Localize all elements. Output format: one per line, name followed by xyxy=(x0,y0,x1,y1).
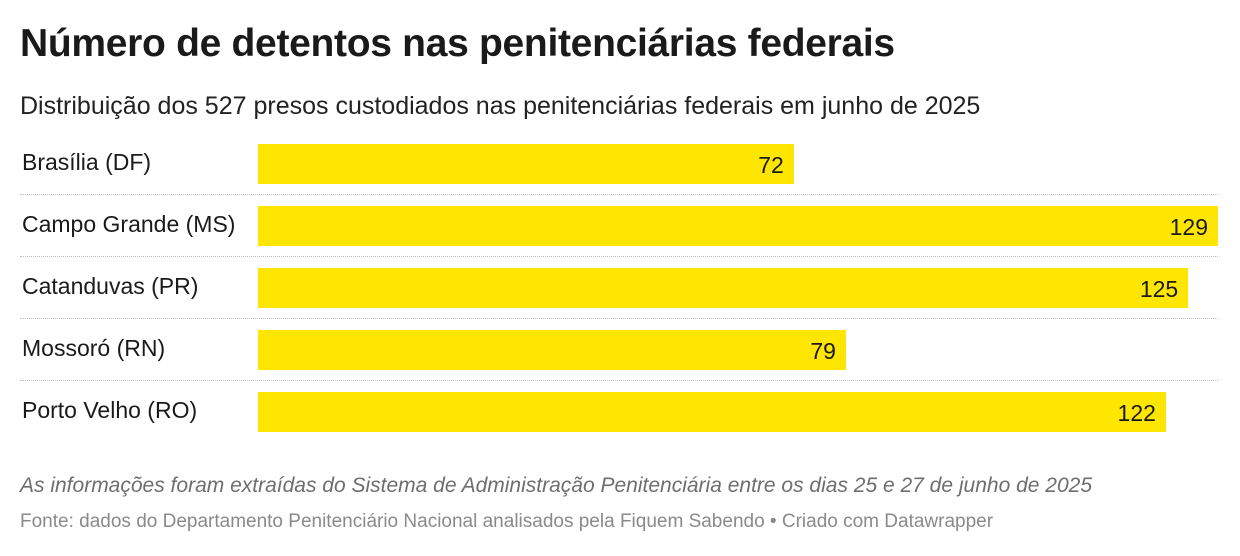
bar-chart: Brasília (DF) 72 Campo Grande (MS) 129 Catan… xyxy=(0,140,1240,440)
bar-row: Mossoró (RN) 79 xyxy=(20,326,1218,388)
row-separator xyxy=(20,318,1218,319)
bar: 125 xyxy=(258,268,1189,308)
bar-value-label: 129 xyxy=(1169,214,1208,240)
bar-value-label: 79 xyxy=(810,338,836,364)
bar-category-label: Mossoró (RN) xyxy=(22,335,166,361)
row-separator xyxy=(20,380,1218,381)
bar-category-label: Brasília (DF) xyxy=(22,149,152,175)
bar-row: Porto Velho (RO) 122 xyxy=(20,388,1218,450)
chart-title: Número de detentos nas penitenciárias fe… xyxy=(20,22,895,65)
bar-value-label: 72 xyxy=(758,152,784,178)
bar-row: Brasília (DF) 72 xyxy=(20,140,1218,202)
chart-notes: As informações foram extraídas do Sistem… xyxy=(20,474,1093,497)
bar-category-label: Campo Grande (MS) xyxy=(22,211,236,237)
bar: 122 xyxy=(258,392,1166,432)
row-separator xyxy=(20,256,1218,257)
bar: 79 xyxy=(258,330,846,370)
bar-row: Catanduvas (PR) 125 xyxy=(20,264,1218,326)
chart-subtitle: Distribuição dos 527 presos custodiados … xyxy=(20,92,981,120)
row-separator xyxy=(20,194,1218,195)
bar: 129 xyxy=(258,206,1218,246)
bar-category-label: Porto Velho (RO) xyxy=(22,397,198,423)
bar-value-label: 122 xyxy=(1117,400,1156,426)
bar-category-label: Catanduvas (PR) xyxy=(22,273,199,299)
chart-source: Fonte: dados do Departamento Penitenciár… xyxy=(20,511,994,532)
bar-row: Campo Grande (MS) 129 xyxy=(20,202,1218,264)
bar-value-label: 125 xyxy=(1139,276,1179,302)
bar: 72 xyxy=(258,144,794,184)
